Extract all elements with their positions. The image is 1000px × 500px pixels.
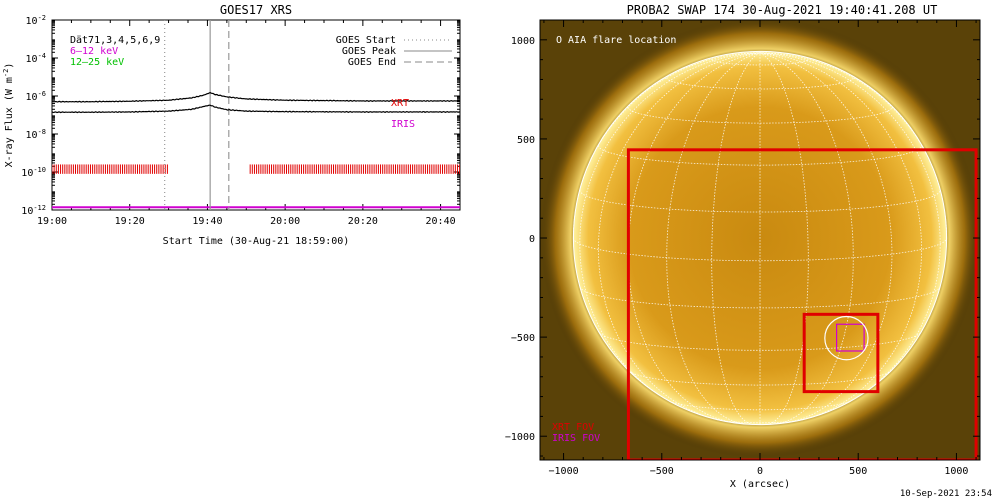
y-tick-label: 10-10 [21, 166, 46, 179]
swap-axes: −1000 −500 0 500 1000 −1000 −500 0 500 1000 [505, 19, 980, 477]
longitude-line [759, 52, 893, 424]
x-tick-label: 20:00 [270, 216, 300, 227]
xrt-fov-box [626, 148, 978, 460]
goes-title: GOES17 XRS [220, 3, 292, 17]
x-tick-label: 20:40 [426, 216, 456, 227]
legend-goes-end-label: GOES End [348, 57, 396, 68]
channel-key-low: 6–12 keV [70, 46, 118, 57]
event-lines [164, 20, 230, 210]
xrt-fov-box [802, 312, 880, 394]
x-tick-label: 20:20 [348, 216, 378, 227]
legend-goes-start-label: GOES Start [336, 35, 396, 46]
y-tick-label: 10-4 [26, 52, 46, 65]
longitude-line [759, 52, 854, 425]
x-tick-label: −500 [650, 466, 674, 477]
x-tick-label: 19:20 [115, 216, 145, 227]
latitude-line [579, 286, 941, 309]
longitude-line [759, 52, 923, 421]
y-tick-label: 500 [517, 135, 535, 146]
x-tick-label: 19:40 [192, 216, 222, 227]
channel-key-detectors: Dät71,3,4,5,6,9 [70, 35, 160, 46]
goes-plot-frame [51, 19, 461, 211]
legend-goes-peak-label: GOES Peak [342, 46, 396, 57]
longitude-line [597, 52, 761, 421]
y-tick-label: −1000 [505, 432, 535, 443]
fov-boxes [626, 148, 978, 460]
latitude-line [599, 332, 921, 351]
timestamp-footer: 10-Sep-2021 23:54 [900, 489, 992, 499]
flux-series-line-1 [52, 91, 460, 103]
coverage-bars [52, 164, 460, 209]
channel-key-high: 12–25 keV [70, 57, 124, 68]
goes-y-label: X-ray Flux (W m-2) [2, 63, 15, 168]
swap-image-panel: PROBA2 SWAP 174 30-Aug-2021 19:40:41.208… [505, 3, 992, 499]
y-tick-label: 0 [529, 234, 535, 245]
y-tick-label: 10-2 [26, 14, 46, 27]
xrt-label: XRT [391, 98, 409, 109]
swap-image [540, 20, 980, 460]
iris-fov-label: IRIS FOV [552, 433, 600, 444]
swap-x-label: X (arcsec) [730, 479, 790, 490]
longitude-line [666, 52, 761, 425]
x-tick-label: 19:00 [37, 216, 67, 227]
latitude-line [717, 419, 803, 424]
x-tick-label: 500 [849, 466, 867, 477]
x-tick-label: −1000 [549, 466, 579, 477]
goes-legend: GOES Start GOES Peak GOES End [336, 35, 452, 68]
aia-flare-annotation: O AIA flare location [556, 35, 676, 46]
x-tick-label: 1000 [944, 466, 968, 477]
aia-flare-circle [824, 315, 869, 361]
latitude-line [711, 59, 809, 66]
swap-title: PROBA2 SWAP 174 30-Aug-2021 19:40:41.208… [627, 3, 938, 17]
x-tick-label: 0 [757, 466, 763, 477]
longitude-line [579, 52, 761, 408]
iris-fov-box [836, 323, 865, 352]
xrt-fov-label: XRT FOV [552, 422, 594, 433]
longitude-line [759, 52, 809, 425]
y-tick-label: 1000 [511, 36, 535, 47]
y-tick-label: 10-6 [26, 90, 46, 103]
latitude-line [669, 400, 851, 411]
iris-label: IRIS [391, 119, 415, 130]
y-tick-label: −500 [511, 333, 535, 344]
y-tick-label: 10-8 [26, 128, 46, 141]
longitude-line [711, 52, 761, 425]
flux-series-line-2 [52, 104, 460, 114]
flux-series [52, 91, 460, 114]
longitude-line [759, 52, 941, 408]
goes-x-label: Start Time (30-Aug-21 18:59:00) [163, 236, 350, 247]
limb-line [572, 50, 948, 426]
